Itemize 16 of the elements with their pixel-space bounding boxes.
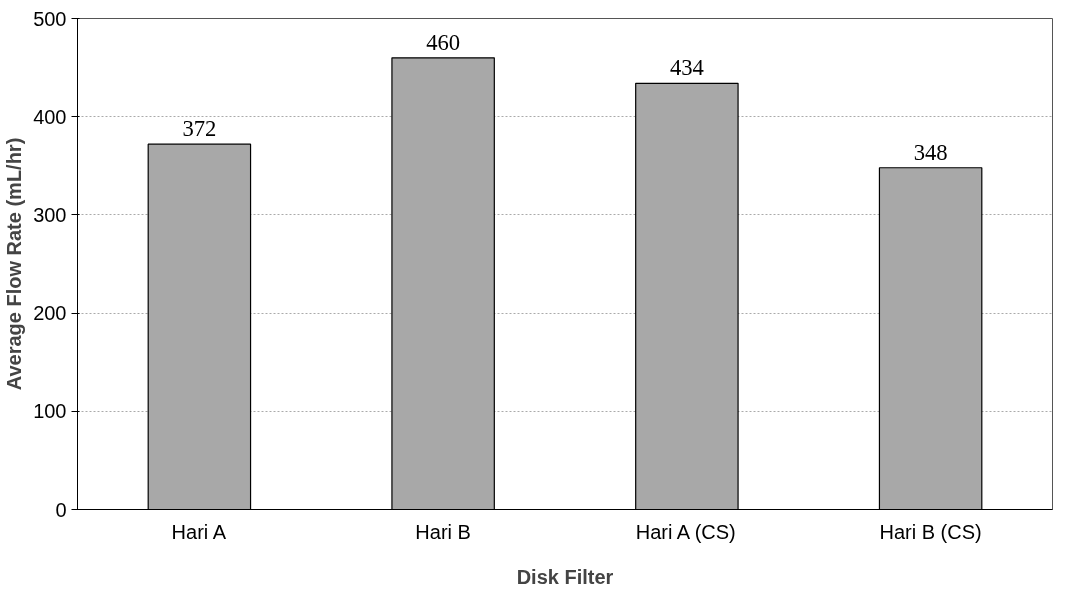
y-tick-label: 200 (33, 302, 67, 325)
x-tick-label: Hari A (CS) (635, 520, 736, 543)
y-tick-label: 500 (33, 7, 67, 30)
data-label: 372 (182, 116, 217, 142)
y-tick-label: 0 (55, 498, 67, 521)
x-tick-label: Hari B (CS) (879, 520, 982, 543)
data-label: 348 (913, 139, 948, 165)
x-tick-label: Hari A (171, 520, 227, 543)
data-label: 460 (426, 29, 461, 55)
y-axis-title: Average Flow Rate (mL/hr) (3, 137, 26, 391)
x-tick-label: Hari B (415, 520, 471, 543)
y-tick-label: 100 (33, 400, 67, 423)
y-tick-label: 400 (33, 105, 67, 128)
x-axis-title: Disk Filter (516, 565, 614, 588)
y-tick-label: 300 (33, 203, 67, 226)
data-label: 434 (669, 55, 704, 81)
